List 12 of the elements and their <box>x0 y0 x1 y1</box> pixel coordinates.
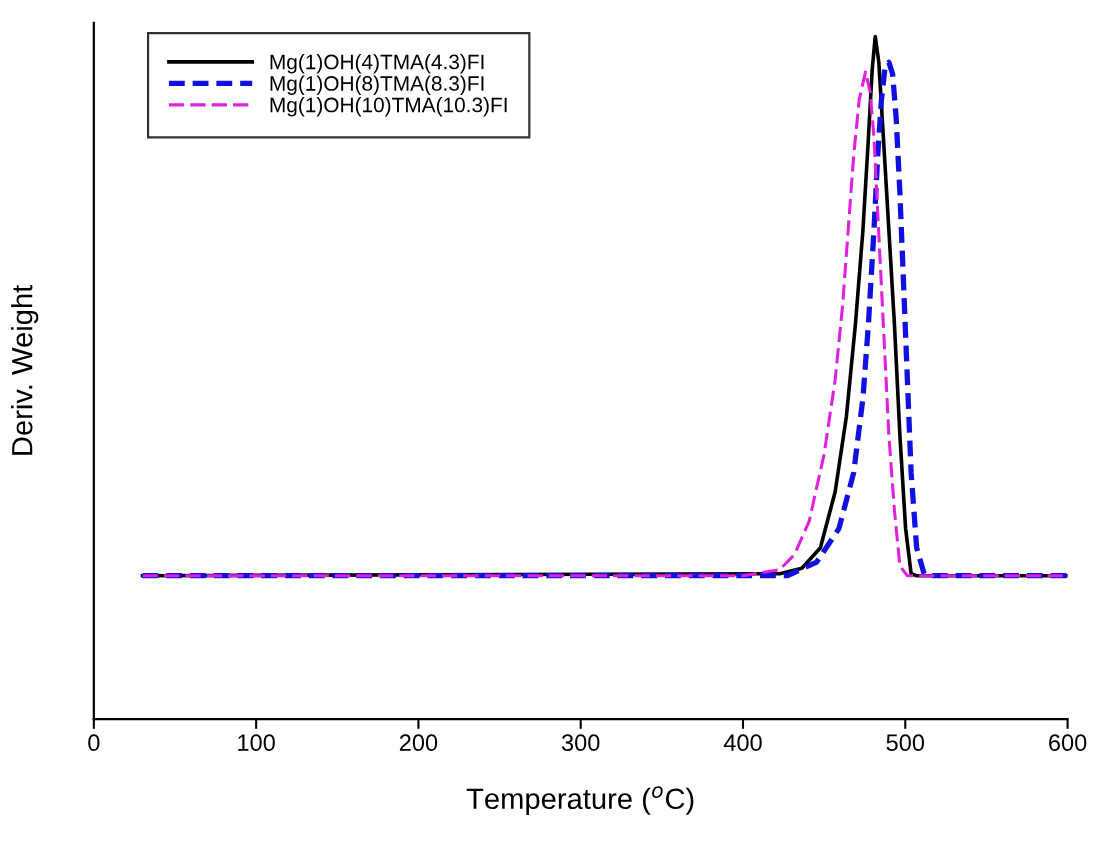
legend-label: Mg(1)OH(4)TMA(4.3)FI <box>270 54 484 74</box>
x-tick-label: 600 <box>1049 734 1087 752</box>
x-tick-label: 400 <box>723 734 762 752</box>
legend-label: Mg(1)OH(10)TMA(10.3)FI <box>270 97 507 117</box>
x-tick-label: 500 <box>886 734 925 752</box>
x-tick-label: 0 <box>88 734 100 752</box>
x-tick-label: 300 <box>561 734 600 752</box>
x-axis-title: Temperature ($^{o}$C) <box>466 786 694 815</box>
legend-label: Mg(1)OH(8)TMA(8.3)FI <box>270 75 484 95</box>
x-tick-label: 100 <box>238 734 275 752</box>
x-tick-label: 200 <box>399 734 438 752</box>
y-axis-title: Deriv. Weight <box>11 284 39 455</box>
